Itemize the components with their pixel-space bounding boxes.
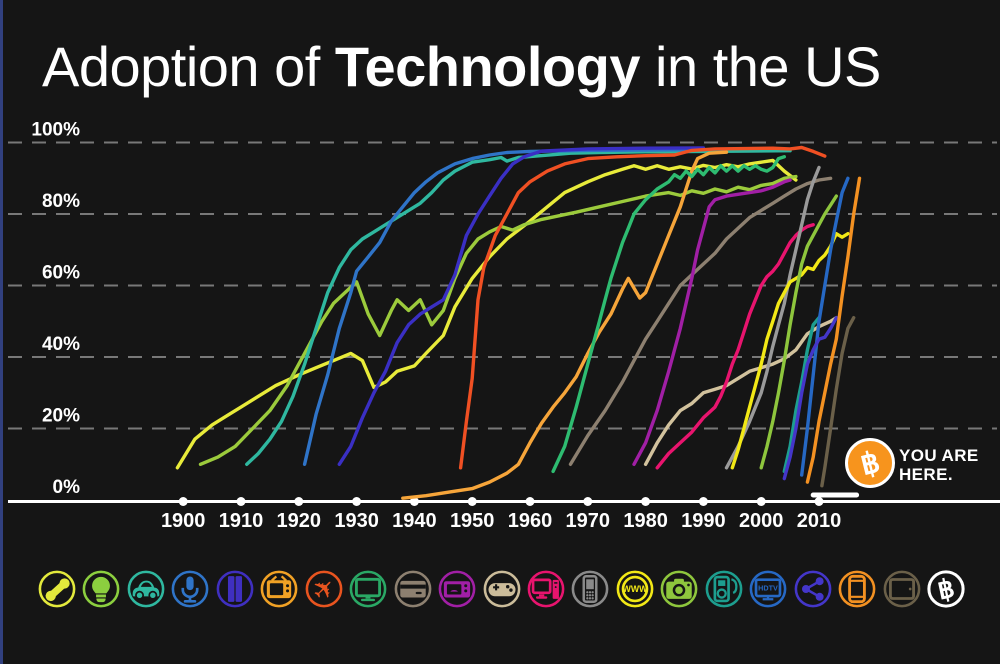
series-line-telephone: [175, 158, 798, 470]
series-line-video-games: [643, 316, 838, 466]
x-axis-tick-dot: [467, 497, 477, 506]
x-tick-label: 2000: [739, 510, 784, 532]
series-line-automobile: [245, 148, 792, 466]
chart-title: Adoption of Technology in the US: [42, 34, 881, 99]
series-line-hdtv: [800, 176, 850, 477]
bitcoin-icon: ฿: [857, 445, 883, 482]
series-line-digital-camera: [759, 194, 838, 470]
x-axis-tick-dot: [294, 497, 304, 506]
x-tick-label: 1980: [623, 510, 668, 532]
x-axis-tick-dot: [641, 497, 651, 506]
y-tick-label: 60%: [42, 263, 80, 284]
x-tick-label: 2010: [797, 510, 842, 532]
y-tick-label: 100%: [31, 120, 80, 141]
series-line-social-media: [782, 316, 838, 481]
series-line-microwave: [632, 178, 792, 466]
you-are-here-line2: HERE.: [899, 465, 953, 484]
x-axis-tick-dot: [236, 497, 246, 506]
x-tick-label: 1990: [681, 510, 726, 532]
y-tick-label: 80%: [42, 191, 80, 212]
chart-title-prefix: Adoption of: [42, 35, 335, 98]
y-tick-label: 20%: [42, 406, 80, 427]
left-edge-stripe: [0, 0, 3, 664]
x-tick-label: 1920: [277, 510, 322, 532]
series-line-radio: [302, 147, 706, 466]
you-are-here-label: YOU ARE HERE.: [899, 446, 979, 484]
chart-title-suffix: in the US: [639, 35, 881, 98]
x-axis-tick-dot: [525, 497, 535, 506]
series-line-tablet: [820, 316, 856, 488]
x-axis-tick-dot: [756, 497, 766, 506]
series-line-smartphone: [805, 176, 862, 484]
x-axis-tick-dot: [583, 497, 593, 506]
series-line-mp3-player: [782, 316, 821, 474]
x-axis-tick-dot: [178, 497, 188, 506]
x-tick-label: 1960: [508, 510, 553, 532]
y-tick-label: 0%: [53, 477, 81, 498]
x-axis-tick-dot: [409, 497, 419, 506]
x-axis-tick-dot: [352, 497, 362, 506]
series-line-credit-card: [568, 176, 833, 466]
series-line-internet: [730, 231, 850, 470]
y-tick-label: 40%: [42, 334, 80, 355]
series-line-computer: [655, 222, 815, 470]
series-line-refrigerator: [337, 146, 706, 466]
x-tick-label: 1900: [161, 510, 206, 532]
bitcoin-you-are-here-marker: ฿: [845, 438, 895, 488]
series-line-television: [458, 145, 827, 470]
x-tick-label: 1930: [334, 510, 379, 532]
x-axis-tick-dot: [814, 497, 824, 506]
x-axis-tick-dot: [698, 497, 708, 506]
x-tick-label: 1950: [450, 510, 495, 532]
series-line-color-tv: [551, 155, 786, 474]
series-line-cellphone: [724, 165, 821, 470]
you-are-here-line1: YOU ARE: [899, 446, 979, 465]
x-tick-label: 1970: [566, 510, 611, 532]
x-tick-label: 1940: [392, 510, 437, 532]
x-tick-label: 1910: [219, 510, 264, 532]
chart-title-highlight: Technology: [334, 35, 641, 98]
